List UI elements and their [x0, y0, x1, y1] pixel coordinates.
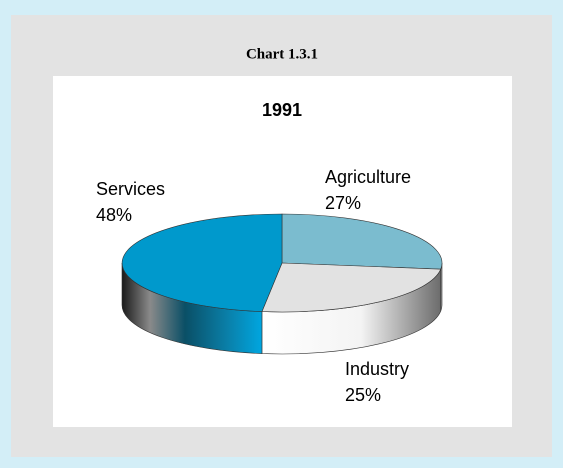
- slice-value-label: 25%: [345, 385, 381, 405]
- slice-label: Industry: [345, 359, 409, 379]
- slice: [281, 213, 443, 270]
- slice: [121, 213, 283, 312]
- chart-heading: Chart 1.3.1: [246, 46, 318, 62]
- chart-title: 1991: [262, 100, 302, 120]
- slice-value-label: 48%: [96, 205, 132, 225]
- slice-value-label: 27%: [325, 193, 361, 213]
- slice: [261, 262, 442, 313]
- pie: [121, 213, 443, 355]
- slice-label: Services: [96, 179, 165, 199]
- slice-label: Agriculture: [325, 167, 411, 187]
